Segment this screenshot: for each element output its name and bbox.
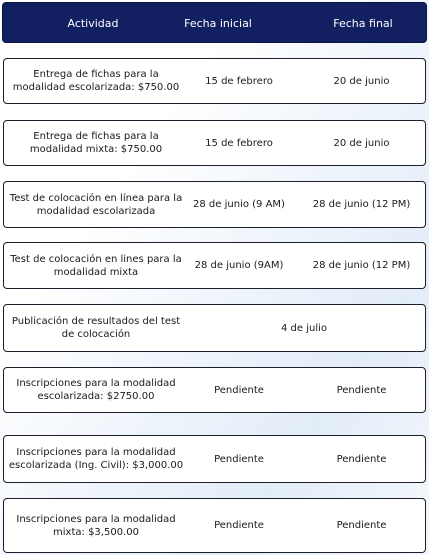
activity-cell: Test de colocación en línea para la moda… (6, 182, 186, 227)
end-date-cell: 28 de junio (12 PM) (299, 243, 424, 288)
header-end-date: Fecha final (303, 3, 423, 44)
activity-cell: Inscripciones para la modalidad mixta: $… (6, 499, 186, 552)
start-date-cell: 28 de junio (9AM) (184, 243, 294, 288)
activity-cell: Inscripciones para la modalidad escolari… (6, 436, 186, 482)
table-row: Inscripciones para la modalidad mixta: $… (3, 498, 426, 553)
start-date-cell: 15 de febrero (184, 59, 294, 103)
header-activity: Actividad (33, 3, 153, 44)
table-row: Test de colocación en línea para la moda… (3, 181, 426, 228)
start-date-cell: Pendiente (184, 499, 294, 552)
end-date-cell: 20 de junio (299, 59, 424, 103)
start-date-cell: 15 de febrero (184, 121, 294, 165)
table-header: Actividad Fecha inicial Fecha final (2, 2, 427, 43)
start-date-cell: Pendiente (184, 368, 294, 412)
activity-cell: Publicación de resultados del test de co… (6, 305, 186, 351)
start-date-cell: Pendiente (184, 436, 294, 482)
activity-cell: Test de colocación en lines para la moda… (6, 243, 186, 288)
end-date-cell: 20 de junio (299, 121, 424, 165)
date-cell: 4 de julio (184, 305, 424, 351)
table-row: Inscripciones para la modalidad escolari… (3, 435, 426, 483)
end-date-cell: Pendiente (299, 368, 424, 412)
table-row: Publicación de resultados del test de co… (3, 304, 426, 352)
end-date-cell: Pendiente (299, 499, 424, 552)
start-date-cell: 28 de junio (9 AM) (184, 182, 294, 227)
table-row: Test de colocación en lines para la moda… (3, 242, 426, 289)
end-date-cell: Pendiente (299, 436, 424, 482)
header-start-date: Fecha inicial (158, 3, 278, 44)
activity-cell: Inscripciones para la modalidad escolari… (6, 368, 186, 412)
table-row: Inscripciones para la modalidad escolari… (3, 367, 426, 413)
activity-cell: Entrega de fichas para la modalidad esco… (6, 59, 186, 103)
table-row: Entrega de fichas para la modalidad esco… (3, 58, 426, 104)
end-date-cell: 28 de junio (12 PM) (299, 182, 424, 227)
table-row: Entrega de fichas para la modalidad mixt… (3, 120, 426, 166)
activity-cell: Entrega de fichas para la modalidad mixt… (6, 121, 186, 165)
